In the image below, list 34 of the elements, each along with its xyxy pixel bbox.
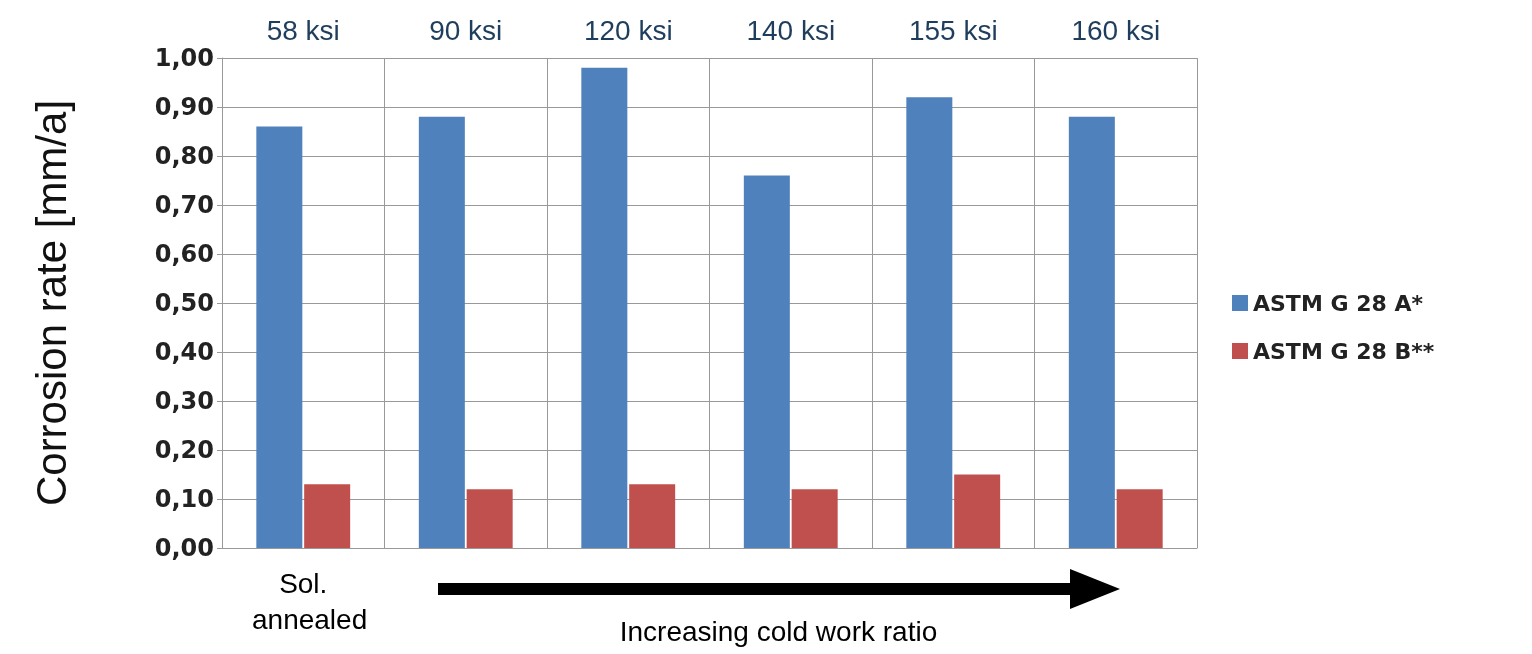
y-tick-label: 0,20 (154, 436, 214, 464)
bar (581, 67, 628, 548)
x-tick-label: 120 ksi (583, 14, 673, 46)
bar (629, 484, 676, 548)
x-tick-label: 140 ksi (746, 14, 836, 46)
bar (743, 175, 790, 548)
bar (304, 484, 351, 548)
y-tick-label: 0,40 (154, 338, 214, 366)
y-axis-title: Corrosion rate [mm/a] (27, 99, 75, 507)
bar (906, 97, 953, 548)
text: Sol. annealed (251, 567, 369, 637)
y-tick-label: 0,10 (154, 485, 214, 513)
y-tick-label: 0,70 (154, 191, 214, 219)
y-tick-label: 0,30 (154, 387, 214, 415)
y-tick-label: 0,00 (154, 534, 214, 562)
legend-label: ASTM G 28 B** (1253, 338, 1435, 364)
text: Increasing cold work ratio (618, 616, 939, 648)
x-tick-label: 90 ksi (429, 14, 503, 46)
y-tick-label: 0,60 (154, 240, 214, 268)
y-tick-label: 1,00 (154, 44, 214, 72)
y-tick-label: 0,50 (154, 289, 214, 317)
bar (1068, 116, 1115, 548)
bar (466, 489, 513, 548)
bar (791, 489, 838, 548)
bar (418, 116, 465, 548)
legend-label: ASTM G 28 A* (1253, 290, 1424, 316)
bar (256, 126, 303, 548)
x-tick-label: 155 ksi (908, 14, 998, 46)
x-tick-label: 58 ksi (266, 14, 340, 46)
y-tick-label: 0,80 (154, 142, 214, 170)
bar (954, 474, 1001, 548)
bar (1116, 489, 1163, 548)
x-tick-label: 160 ksi (1071, 14, 1161, 46)
y-tick-label: 0,90 (154, 93, 214, 121)
